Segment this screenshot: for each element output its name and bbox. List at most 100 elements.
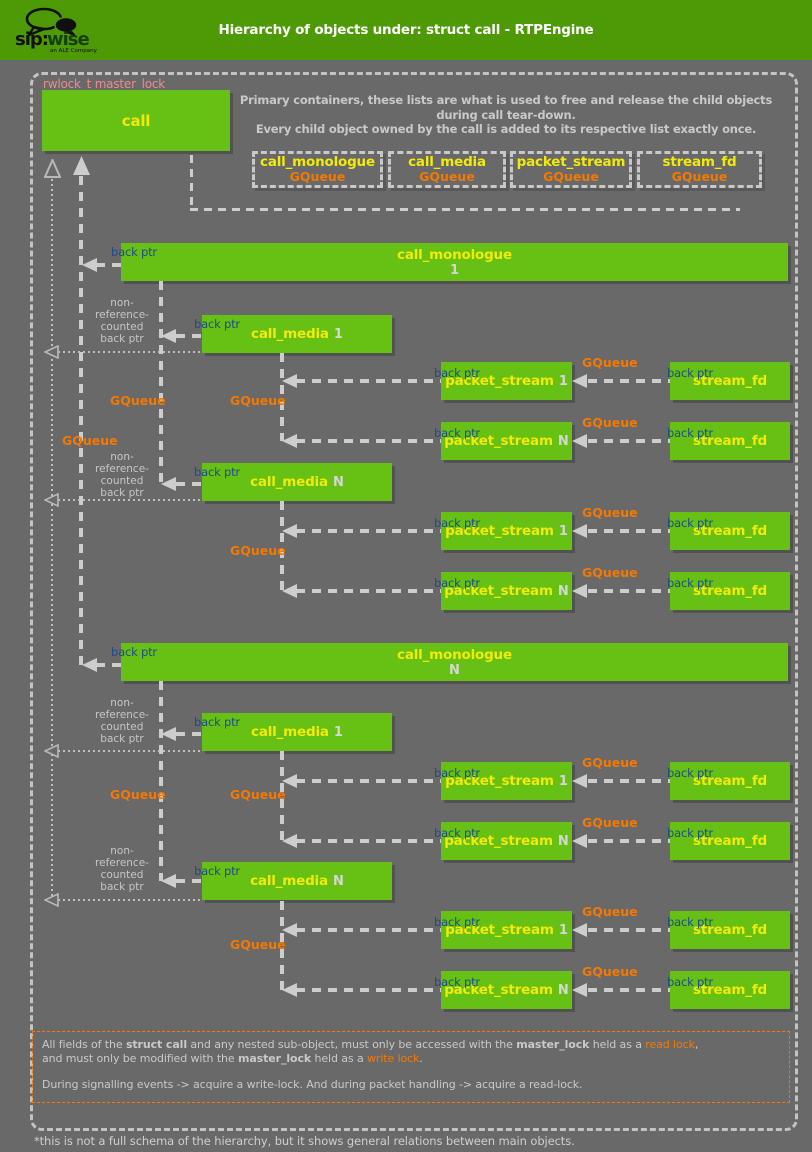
sfds-queue-line — [588, 988, 670, 992]
box-title: packet_stream — [444, 433, 553, 449]
sfds-queue-line — [588, 779, 670, 783]
box-title: call_media — [250, 873, 328, 889]
intro-line-1: Primary containers, these lists are what… — [239, 93, 773, 107]
left-arrow-open-icon — [44, 345, 59, 359]
box-index: N — [557, 982, 569, 998]
logo-graphic: sip: wise an ALE Company — [15, 7, 98, 54]
streams-queue-line — [280, 353, 284, 441]
box-title: packet_stream — [445, 523, 554, 539]
stream-fd-box: stream_fd — [670, 911, 790, 949]
gqueue-label: GQueue — [582, 415, 638, 430]
back-ptr-label: back ptr — [667, 975, 713, 989]
stream-fd-box: stream_fd — [670, 762, 790, 800]
call-media-box: call_media N — [202, 463, 392, 501]
box-title: call_monologue — [397, 646, 512, 663]
box-title: call_media — [250, 474, 328, 490]
left-arrow-icon — [161, 727, 176, 741]
left-arrow-icon — [572, 983, 587, 997]
stream-fd-box: stream_fd — [670, 422, 790, 460]
footnote: *this is not a full schema of the hierar… — [34, 1134, 575, 1148]
streams-queue-line — [280, 901, 284, 991]
gqueue-label: GQueue — [230, 937, 286, 952]
back-ptr-label: back ptr — [667, 766, 713, 780]
box-title: packet_stream — [445, 773, 554, 789]
gqueue-label: GQueue — [230, 787, 286, 802]
back-ptr-label: back ptr — [111, 645, 157, 659]
sfds-queue-line — [588, 589, 670, 593]
back-ptr-line — [176, 879, 202, 883]
box-index: N — [557, 433, 569, 449]
gqueue-label: GQueue — [582, 565, 638, 580]
legend-gqueue-label: GQueue — [543, 169, 599, 184]
legend-gqueue-label: GQueue — [419, 169, 475, 184]
box-index: 1 — [333, 724, 343, 740]
diagram-frame — [30, 72, 798, 1131]
non-ref-counted-label: non- reference- counted back ptr — [95, 297, 149, 345]
back-ptr-line — [296, 529, 441, 533]
box-title: stream_fd — [693, 373, 767, 389]
legend-packet-stream: packet_stream GQueue — [510, 151, 632, 188]
back-ptr-label: back ptr — [434, 366, 480, 380]
stream-fd-box: stream_fd — [670, 572, 790, 610]
call-monologue-box: call_monologue 1 — [121, 243, 788, 281]
left-arrow-icon — [572, 524, 587, 538]
left-arrow-icon — [82, 258, 97, 272]
box-title: stream_fd — [693, 523, 767, 539]
box-index: 1 — [449, 262, 460, 278]
streams-queue-line — [280, 501, 284, 591]
legend-gqueue-label: GQueue — [289, 169, 346, 184]
box-index: 1 — [333, 326, 343, 342]
svg-text:an ALE Company: an ALE Company — [50, 48, 98, 54]
back-ptr-label: back ptr — [111, 245, 157, 259]
stream-fd-box: stream_fd — [670, 362, 790, 400]
sipwise-logo: sip: wise an ALE Company — [14, 6, 114, 58]
back-ptr-label: back ptr — [667, 826, 713, 840]
packet-stream-box: packet_stream 1 — [441, 512, 572, 550]
non-ref-backptr-line — [58, 899, 202, 901]
legend-call-monologue: call_monologue GQueue — [252, 151, 383, 188]
non-ref-counted-label: non- reference- counted back ptr — [95, 845, 149, 893]
back-ptr-line — [96, 263, 121, 267]
left-arrow-icon — [572, 774, 587, 788]
sfds-queue-line — [588, 529, 670, 533]
legend-bracket-line — [190, 208, 740, 211]
back-ptr-line — [296, 928, 441, 932]
packet-stream-box: packet_stream N — [441, 572, 572, 610]
back-ptr-line — [96, 663, 121, 667]
box-title: stream_fd — [693, 922, 767, 938]
call-media-box: call_media N — [202, 862, 392, 900]
left-arrow-icon — [161, 874, 176, 888]
call-box-label: call — [121, 111, 151, 130]
back-ptr-line — [296, 988, 441, 992]
left-arrow-open-icon — [44, 893, 59, 907]
back-ptr-line — [176, 732, 202, 736]
up-arrow-open-icon — [44, 159, 61, 178]
left-arrow-icon — [572, 434, 587, 448]
box-title: stream_fd — [693, 833, 767, 849]
legend-stream-fd: stream_fd GQueue — [637, 151, 762, 188]
locking-note-box: All fields of the struct call and any ne… — [32, 1031, 790, 1103]
packet-stream-box: packet_stream 1 — [441, 362, 572, 400]
back-ptr-line — [296, 779, 441, 783]
box-title: call_media — [251, 326, 329, 342]
monologues-queue-line — [79, 176, 83, 665]
packet-stream-box: packet_stream 1 — [441, 762, 572, 800]
packet-stream-box: packet_stream N — [441, 971, 572, 1009]
packet-stream-box: packet_stream 1 — [441, 911, 572, 949]
back-ptr-line — [176, 482, 202, 486]
nonref-backptr-trunk-line — [51, 179, 53, 899]
left-arrow-icon — [161, 477, 176, 491]
left-arrow-open-icon — [44, 493, 59, 507]
box-index: N — [332, 873, 344, 889]
legend-title: call_monologue — [260, 154, 375, 170]
box-index: N — [332, 474, 344, 490]
left-arrow-icon — [572, 923, 587, 937]
back-ptr-line — [296, 839, 441, 843]
box-title: packet_stream — [444, 583, 553, 599]
box-index: N — [557, 583, 569, 599]
back-ptr-label: back ptr — [667, 915, 713, 929]
call-media-box: call_media 1 — [202, 315, 392, 353]
medias-queue-line — [159, 681, 163, 881]
non-ref-backptr-line — [58, 750, 202, 752]
back-ptr-label: back ptr — [434, 516, 480, 530]
